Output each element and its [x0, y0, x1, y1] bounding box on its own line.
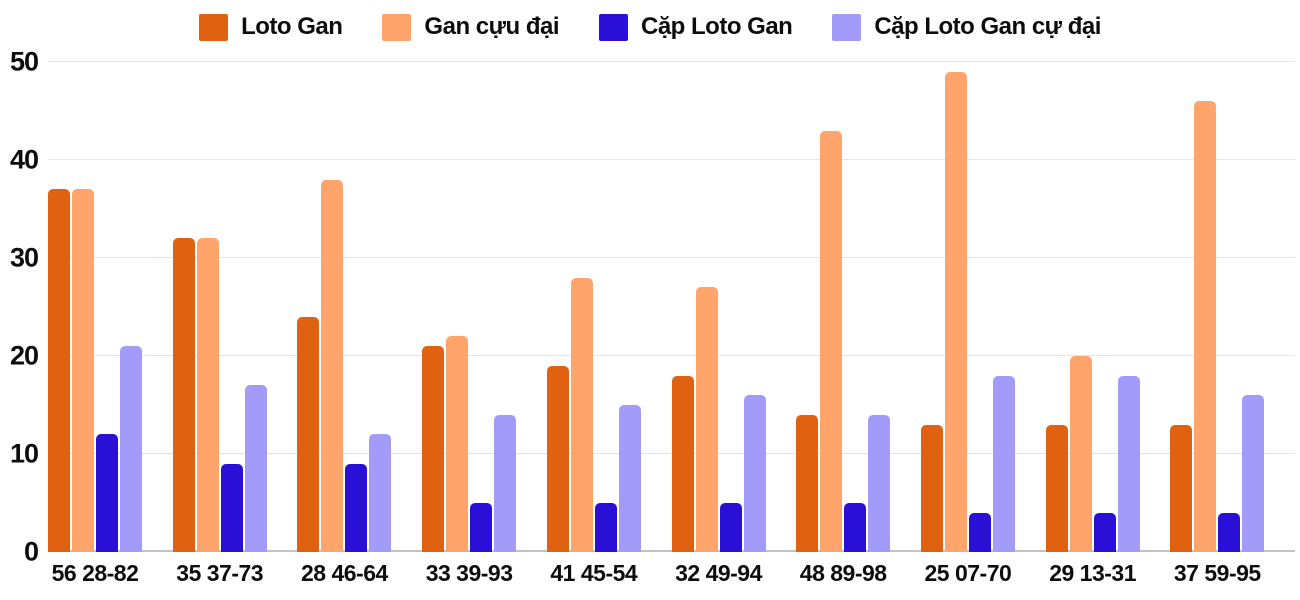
bar-group: 25 07-70 [920, 62, 1015, 586]
bar[interactable] [546, 365, 569, 552]
bar-cluster [671, 62, 766, 552]
bar[interactable] [1218, 512, 1241, 552]
bar[interactable] [1045, 424, 1068, 552]
x-category-label: 56 28-82 [51, 560, 139, 586]
bar[interactable] [446, 336, 469, 552]
plot-area: 56 28-82 35 37-73 28 46-64 33 39-93 41 45-54… [48, 61, 1295, 586]
legend-item[interactable]: Loto Gan [199, 13, 343, 41]
bar[interactable] [196, 238, 219, 552]
bar[interactable] [1069, 356, 1092, 552]
bar-cluster [920, 62, 1015, 552]
bar-group: 37 59-95 [1170, 62, 1265, 586]
bar[interactable] [992, 375, 1015, 552]
bar[interactable] [120, 346, 142, 552]
bar[interactable] [1117, 375, 1140, 552]
bar[interactable] [594, 503, 617, 552]
gridline [48, 355, 1295, 356]
bar[interactable] [72, 189, 94, 552]
bar[interactable] [345, 463, 368, 552]
bar[interactable] [618, 405, 641, 552]
x-category-label: 35 37-73 [176, 560, 264, 586]
bar[interactable] [868, 414, 891, 552]
bar[interactable] [422, 346, 445, 552]
bar-cluster [48, 62, 142, 552]
bar[interactable] [570, 277, 593, 552]
x-category-label: 28 46-64 [300, 560, 388, 586]
bar-group: 29 13-31 [1045, 62, 1140, 586]
y-axis: 0 10 20 30 40 50 [0, 47, 39, 567]
y-tick-label: 50 [9, 46, 39, 77]
bar[interactable] [172, 238, 195, 552]
bar[interactable] [220, 463, 243, 552]
legend-label: Gan cựu đại [424, 13, 559, 40]
legend-item[interactable]: Cặp Loto Gan cự đại [832, 13, 1101, 41]
x-category-label: 25 07-70 [924, 560, 1012, 586]
chart-legend: Loto Gan Gan cựu đại Cặp Loto Gan Cặp Loto … [0, 6, 1300, 48]
bar-cluster [1170, 62, 1265, 552]
bar[interactable] [920, 424, 943, 552]
bar-group: 32 49-94 [671, 62, 766, 586]
bar-cluster [422, 62, 517, 552]
legend-item[interactable]: Gan cựu đại [382, 13, 559, 41]
x-category-label: 33 39-93 [425, 560, 513, 586]
bar[interactable] [944, 71, 967, 552]
y-tick-label: 30 [9, 242, 39, 273]
bar[interactable] [1170, 424, 1193, 552]
bar[interactable] [470, 503, 493, 552]
bar[interactable] [321, 179, 344, 552]
y-tick-label: 20 [9, 340, 39, 371]
bar-group: 28 46-64 [297, 62, 392, 586]
bar[interactable] [719, 503, 742, 552]
bar-cluster [546, 62, 641, 552]
bar[interactable] [1093, 512, 1116, 552]
bar[interactable] [297, 316, 320, 552]
y-tick-label: 0 [23, 536, 39, 567]
bar[interactable] [796, 414, 819, 552]
bar[interactable] [743, 395, 766, 552]
gridline [48, 159, 1295, 160]
bar-cluster [796, 62, 891, 552]
legend-label: Cặp Loto Gan cự đại [874, 13, 1101, 40]
x-category-label: 41 45-54 [550, 560, 638, 586]
bar[interactable] [494, 414, 517, 552]
legend-item[interactable]: Cặp Loto Gan [599, 13, 793, 41]
gridline [48, 257, 1295, 258]
legend-swatch-icon [599, 13, 628, 41]
y-tick-label: 10 [9, 438, 39, 469]
x-category-label: 29 13-31 [1049, 560, 1136, 586]
bar-cluster [297, 62, 392, 552]
bar-group: 56 28-82 [48, 62, 142, 586]
legend-label: Loto Gan [241, 13, 343, 40]
gridline [48, 61, 1295, 62]
legend-swatch-icon [382, 13, 412, 41]
bar[interactable] [968, 512, 991, 552]
bar[interactable] [96, 434, 118, 552]
bar[interactable] [695, 287, 718, 552]
x-category-label: 37 59-95 [1173, 560, 1261, 586]
legend-swatch-icon [199, 13, 229, 41]
y-tick-label: 40 [9, 144, 39, 175]
bar-cluster [172, 62, 267, 552]
bar-group: 41 45-54 [546, 62, 641, 586]
bar-cluster [1045, 62, 1140, 552]
bar-group: 48 89-98 [796, 62, 891, 586]
bar[interactable] [844, 503, 867, 552]
bar-group: 33 39-93 [422, 62, 517, 586]
bar-group: 35 37-73 [172, 62, 267, 586]
bar[interactable] [1242, 395, 1265, 552]
bar[interactable] [369, 434, 392, 552]
bar[interactable] [1194, 101, 1217, 552]
x-category-label: 32 49-94 [675, 560, 762, 586]
x-category-label: 48 89-98 [799, 560, 887, 586]
bar[interactable] [820, 130, 843, 552]
legend-swatch-icon [832, 13, 862, 41]
legend-label: Cặp Loto Gan [641, 13, 793, 40]
bar[interactable] [671, 375, 694, 552]
bar[interactable] [244, 385, 267, 552]
bar[interactable] [48, 189, 70, 552]
